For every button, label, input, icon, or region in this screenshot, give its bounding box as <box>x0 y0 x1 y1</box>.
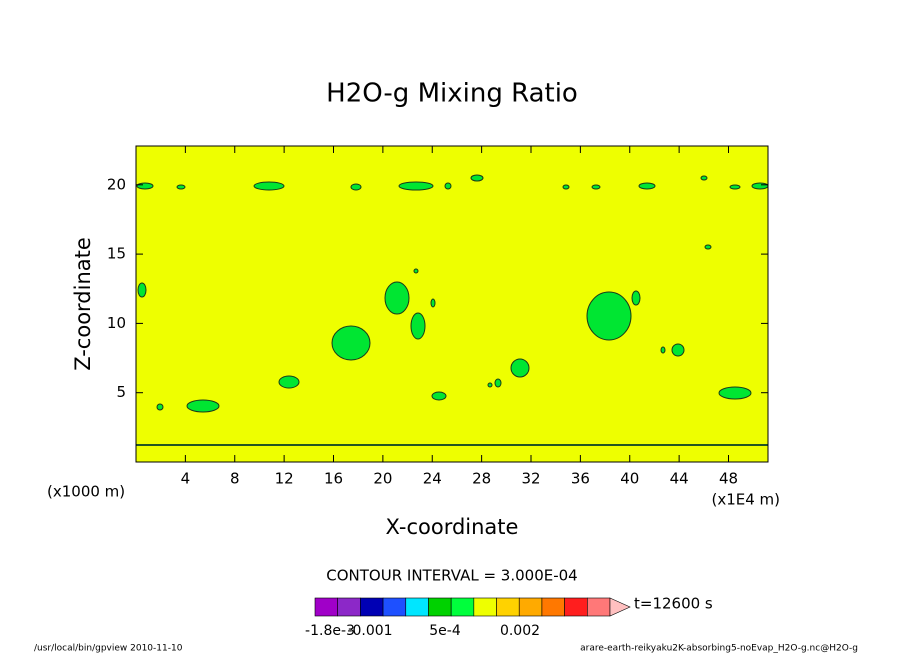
region <box>487 382 493 388</box>
region <box>470 174 484 182</box>
x-tick-label: 24 <box>423 470 442 488</box>
region <box>444 182 452 190</box>
x-tick-label: 4 <box>181 470 191 488</box>
x-tick-label: 48 <box>719 470 738 488</box>
chart-title: H2O-g Mixing Ratio <box>326 79 578 109</box>
region <box>136 444 768 446</box>
x-tick-label: 28 <box>472 470 491 488</box>
region <box>384 281 410 315</box>
colorbar-box <box>473 597 497 617</box>
contour-regions <box>136 174 769 446</box>
x-tick-label: 36 <box>571 470 590 488</box>
region <box>137 282 147 298</box>
x-tick-label: 8 <box>230 470 240 488</box>
colorbar-box <box>428 597 452 617</box>
colorbar-box <box>337 597 361 617</box>
region <box>136 182 154 190</box>
x-axis-title: X-coordinate <box>386 515 519 539</box>
region <box>156 403 164 411</box>
x-tick-label: 40 <box>620 470 639 488</box>
colorbar-arrow <box>609 597 631 617</box>
region <box>700 175 708 181</box>
region <box>186 399 220 413</box>
y-tick-label: 10 <box>107 314 126 332</box>
plot-frame <box>135 145 769 463</box>
region <box>494 378 502 388</box>
x-tick-label: 44 <box>670 470 689 488</box>
region <box>331 325 371 361</box>
time-label: t=12600 s <box>634 595 713 613</box>
x-tick-label: 20 <box>373 470 392 488</box>
colorbar-box <box>382 597 407 617</box>
region <box>278 375 300 389</box>
colorbar-box <box>587 597 611 617</box>
region <box>591 184 601 190</box>
y-unit: (x1000 m) <box>47 483 125 501</box>
contour-interval: CONTOUR INTERVAL = 3.000E-04 <box>326 567 577 585</box>
colorbar-label: -1.8e-3 <box>305 623 355 639</box>
region <box>350 183 362 191</box>
x-tick-label: 32 <box>521 470 540 488</box>
region <box>718 386 752 400</box>
colorbar-box <box>360 597 384 617</box>
region <box>562 184 570 190</box>
region <box>253 181 285 191</box>
region <box>631 290 641 306</box>
region <box>660 346 666 354</box>
colorbar-box <box>564 597 588 617</box>
y-axis-title: Z-coordinate <box>71 237 95 371</box>
colorbar-box <box>314 597 338 617</box>
y-tick-label: 5 <box>116 383 126 401</box>
colorbar-label: 0.002 <box>500 623 540 639</box>
region <box>586 291 632 341</box>
plot-background <box>136 146 768 462</box>
y-tick-label: 15 <box>107 245 126 263</box>
region <box>510 358 530 378</box>
x-tick-label: 16 <box>324 470 343 488</box>
region <box>704 244 712 250</box>
region <box>751 182 769 190</box>
colorbar-box <box>405 597 429 617</box>
region <box>176 184 186 190</box>
region <box>671 343 685 357</box>
x-tick-label: 12 <box>275 470 294 488</box>
footer-right: arare-earth-reikyaku2K-absorbing5-noEvap… <box>580 644 858 654</box>
region <box>410 312 426 340</box>
region <box>638 182 656 190</box>
x-unit: (x1E4 m) <box>711 491 780 509</box>
colorbar-box <box>541 597 565 617</box>
region <box>430 298 436 308</box>
colorbar-box <box>496 597 520 617</box>
region <box>398 181 434 191</box>
colorbar-label: 5e-4 <box>429 623 461 639</box>
region <box>431 391 447 401</box>
region <box>729 184 741 190</box>
colorbar-box <box>518 597 543 617</box>
footer-left: /usr/local/bin/gpview 2010-11-10 <box>34 644 183 654</box>
region <box>413 268 419 274</box>
colorbar-label: -0.001 <box>347 623 392 639</box>
colorbar-box <box>450 597 475 617</box>
y-tick-label: 20 <box>107 175 126 193</box>
